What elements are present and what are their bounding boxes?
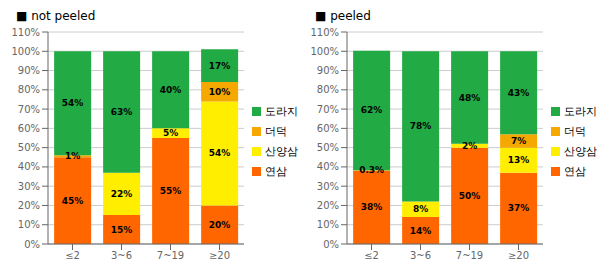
svg-text:7%: 7% (511, 136, 526, 146)
svg-text:≥20: ≥20 (508, 250, 529, 261)
svg-text:10%: 10% (209, 87, 231, 97)
svg-text:10%: 10% (317, 219, 339, 230)
html-text:■ peeled: ■ peeled (315, 9, 371, 23)
svg-text:60%: 60% (317, 123, 339, 134)
svg-text:3~6: 3~6 (111, 250, 132, 261)
svg-text:40%: 40% (317, 161, 339, 172)
svg-text:30%: 30% (317, 181, 339, 192)
svg-text:50%: 50% (18, 142, 40, 153)
svg-text:50%: 50% (459, 191, 481, 201)
svg-text:110%: 110% (310, 27, 339, 38)
html-text:■ not peeled: ■ not peeled (16, 9, 96, 23)
svg-text:80%: 80% (317, 84, 339, 95)
svg-text:22%: 22% (111, 189, 133, 199)
svg-text:62%: 62% (361, 105, 383, 115)
svg-text:20%: 20% (209, 220, 231, 230)
html-text:도라지: 도라지 (564, 105, 597, 118)
svg-text:5%: 5% (163, 128, 178, 138)
svg-text:80%: 80% (18, 84, 40, 95)
svg-text:90%: 90% (317, 65, 339, 76)
svg-text:≥20: ≥20 (209, 250, 230, 261)
html-text:연삼: 연삼 (265, 165, 287, 178)
svg-text:≤2: ≤2 (65, 250, 80, 261)
svg-text:110%: 110% (11, 27, 40, 38)
svg-text:54%: 54% (209, 148, 231, 158)
svg-text:0.3%: 0.3% (359, 165, 384, 175)
svg-text:60%: 60% (18, 123, 40, 134)
svg-text:20%: 20% (317, 200, 339, 211)
svg-text:40%: 40% (160, 85, 182, 95)
svg-text:100%: 100% (310, 46, 339, 57)
svg-text:30%: 30% (18, 181, 40, 192)
svg-text:40%: 40% (18, 161, 40, 172)
html-text:연삼: 연삼 (564, 165, 586, 178)
svg-text:48%: 48% (459, 93, 481, 103)
svg-text:63%: 63% (111, 107, 133, 117)
svg-text:1%: 1% (65, 151, 80, 161)
svg-text:3~6: 3~6 (410, 250, 431, 261)
svg-text:90%: 90% (18, 65, 40, 76)
svg-text:43%: 43% (508, 88, 530, 98)
svg-text:7~19: 7~19 (456, 250, 483, 261)
svg-text:50%: 50% (317, 142, 339, 153)
svg-text:8%: 8% (413, 204, 428, 214)
svg-text:0%: 0% (323, 239, 339, 250)
svg-text:13%: 13% (508, 155, 530, 165)
svg-text:7~19: 7~19 (157, 250, 184, 261)
svg-text:14%: 14% (410, 226, 432, 236)
svg-text:17%: 17% (209, 61, 231, 71)
html-text:더덕: 더덕 (265, 125, 287, 138)
svg-text:78%: 78% (410, 121, 432, 131)
html-text:산양삼: 산양삼 (265, 145, 298, 158)
svg-text:100%: 100% (11, 46, 40, 57)
svg-text:55%: 55% (160, 186, 182, 196)
html-text:도라지: 도라지 (265, 105, 298, 118)
svg-text:20%: 20% (18, 200, 40, 211)
html-text:산양삼: 산양삼 (564, 145, 597, 158)
svg-text:37%: 37% (508, 203, 530, 213)
svg-text:15%: 15% (111, 225, 133, 235)
svg-text:45%: 45% (62, 196, 84, 206)
svg-text:54%: 54% (62, 98, 84, 108)
svg-text:2%: 2% (462, 141, 477, 151)
svg-text:38%: 38% (361, 202, 383, 212)
html-text:더덕: 더덕 (564, 125, 586, 138)
svg-text:10%: 10% (18, 219, 40, 230)
svg-text:≤2: ≤2 (364, 250, 379, 261)
svg-text:0%: 0% (24, 239, 40, 250)
svg-text:70%: 70% (18, 104, 40, 115)
svg-text:70%: 70% (317, 104, 339, 115)
